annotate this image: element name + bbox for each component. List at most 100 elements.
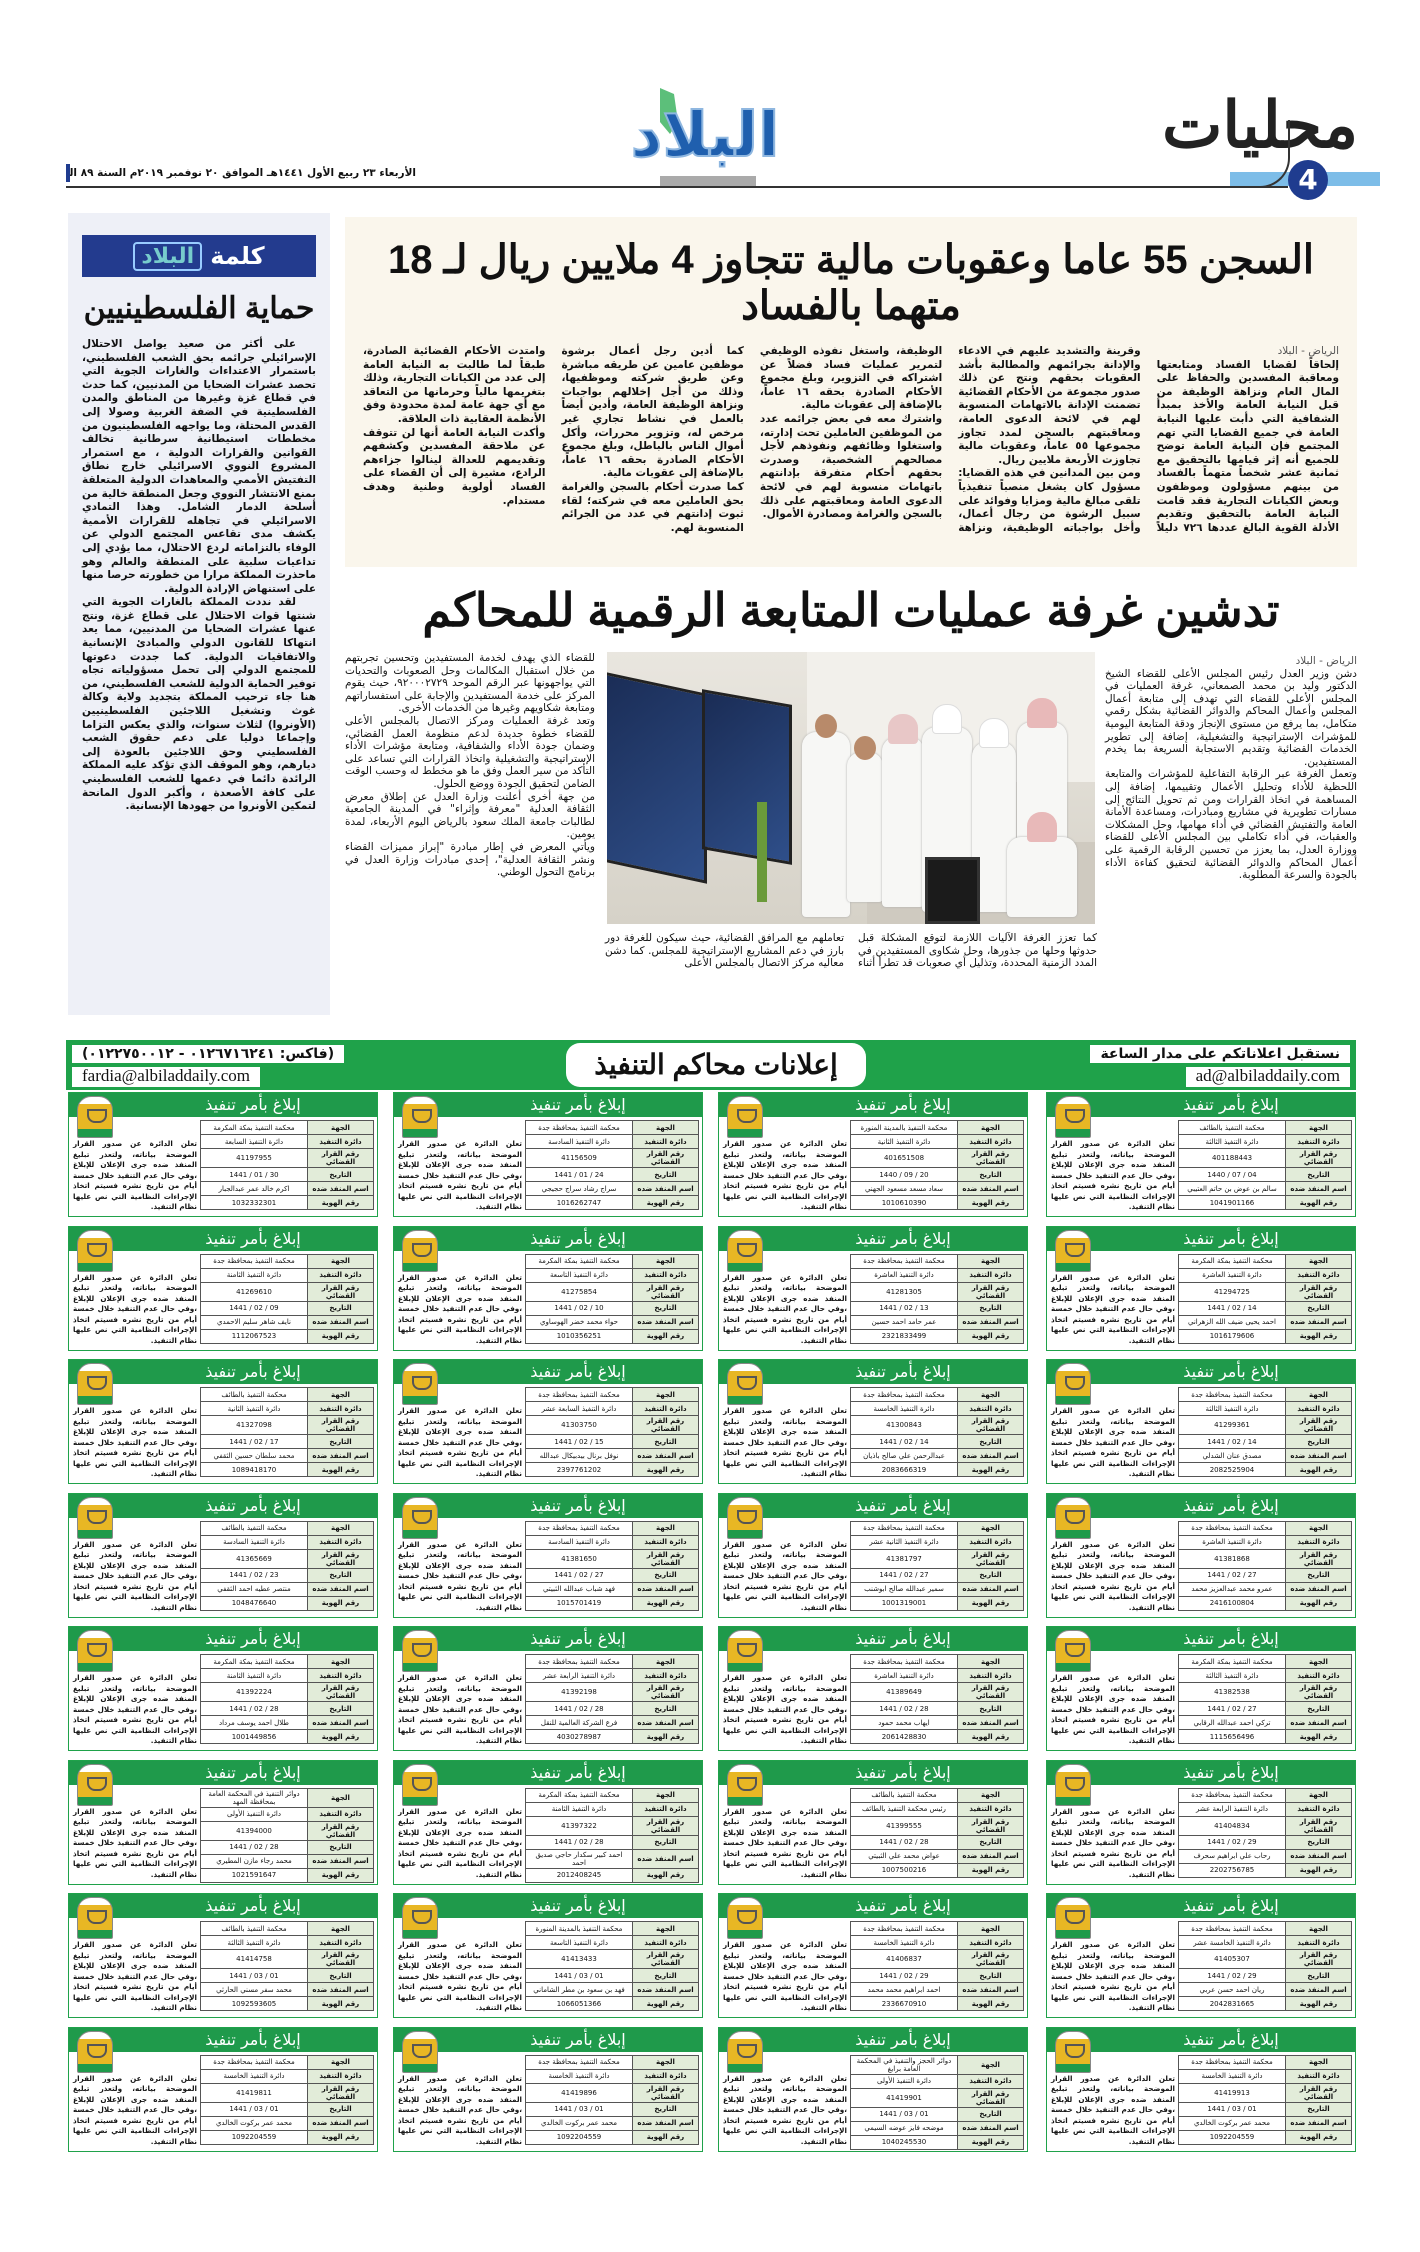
ministry-of-justice-emblem-icon [1055,1897,1091,1939]
field-value-court: محكمة التنفيذ بالطائف [1178,1120,1286,1135]
field-label: التاريخ [957,1968,1024,1983]
field-label: اسم المنفذ ضده [957,1848,1024,1864]
field-value-date: 14 / 02 / 1441 [850,1434,958,1449]
field-value-date: 28 / 02 / 1441 [525,1701,633,1716]
table-row: التاريخ 01 / 03 / 1441 [525,1968,699,1983]
field-value-circuit: دائرة التنفيذ الثامنة [200,1267,308,1283]
field-value-court: محكمة التنفيذ بمكة المكرمة [1178,1253,1286,1269]
field-value-circuit: دائرة التنفيذ السادسة [525,1534,633,1550]
field-label: رقم الهوية [307,1867,374,1883]
ministry-of-justice-emblem-icon [402,1897,438,1939]
field-label: رقم الهوية [307,1328,374,1344]
card-title: إبلاغ بأمر تنفيذ [719,1760,1027,1785]
table-row: اسم المنفذ ضده عمرو محمد عبدالعزيز محمد [1178,1581,1352,1597]
table-row: اسم المنفذ ضده ايهاب محمد حمود [850,1715,1024,1730]
field-value-court: محكمة التنفيذ بمكة المكرمة [200,1120,308,1135]
table-row: الجهة محكمة التنفيذ بمحافظة جدة [200,2054,374,2070]
notice-text: تعلن الدائرة عن صدور القرار الموضحة بيان… [398,1539,522,1612]
field-value-id: 1001449856 [200,1729,308,1744]
notice-text: تعلن الدائرة عن صدور القرار الموضحة بيان… [398,1272,522,1345]
field-label: التاريخ [307,1300,374,1316]
table-row: رقم القرار القضائي 41381868 [1178,1548,1352,1569]
field-label: اسم المنفذ ضده [307,1982,374,1997]
table-row: اسم المنفذ ضده محمد عمر بركوت الخالدي [1178,2115,1352,2131]
table-row: التاريخ 28 / 02 / 1441 [850,1834,1024,1850]
field-value-name: فهد شباب عبدالله الثبيتي [525,1581,633,1597]
field-label: رقم الهوية [1285,1729,1352,1744]
field-label: رقم القرار القضائي [632,1949,699,1969]
field-value-case-no: 41381868 [1178,1548,1286,1569]
table-row: التاريخ 14 / 02 / 1441 [1178,1434,1352,1449]
field-value-circuit: دائرة التنفيذ الثانية [850,1134,958,1149]
table-row: التاريخ 15 / 02 / 1441 [525,1434,699,1449]
field-label: التاريخ [957,1567,1024,1583]
article-headline: السجن 55 عاما وعقوبات مالية تتجاوز 4 ملا… [387,238,1315,328]
notice-text: تعلن الدائرة عن صدور القرار الموضحة بيان… [1051,1673,1175,1745]
ministry-of-justice-emblem-icon [1055,1496,1091,1539]
court-notice-card: إبلاغ بأمر تنفيذ الجهة محكمة التنفيذ بمحا… [718,1492,1028,1618]
notice-text: تعلن الدائرة عن صدور القرار الموضحة بيان… [723,2073,847,2146]
card-title: إبلاغ بأمر تنفيذ [1047,1894,1355,1918]
ads-email-link[interactable]: ad@albiladdaily.com [1185,1067,1350,1087]
notice-details-table: الجهة محكمة التنفيذ بمحافظة جدة دائرة التن… [1178,1520,1352,1611]
field-value-name: اكرم خالد عمر عبدالجبار [200,1181,308,1196]
field-value-circuit: دائرة التنفيذ الخامسة [200,2068,308,2084]
ads-fax-email-link[interactable]: fardia@albiladdaily.com [72,1067,260,1087]
notice-details-table: الجهة محكمة التنفيذ بالمدينة المنورة دائرة… [850,1120,1024,1210]
table-row: اسم المنفذ ضده منتصر عطيه احمد الثقفي [200,1581,374,1597]
field-value-name: محمد سفر مسني الحارثي [200,1982,308,1997]
field-value-case-no: 41381797 [850,1548,958,1569]
field-label: الجهة [307,1520,374,1536]
notice-text: تعلن الدائرة عن صدور القرار الموضحة بيان… [73,1139,197,1211]
field-label: الجهة [307,1253,374,1269]
field-label: الجهة [1285,1921,1352,1936]
table-row: رقم الهوية 1092593605 [200,1996,374,2011]
table-row: الجهة محكمة التنفيذ بمكة المكرمة [525,1787,699,1803]
field-value-id: 1016262747 [525,1195,633,1210]
table-row: رقم الهوية 2061428830 [850,1729,1024,1744]
table-row: التاريخ 27 / 02 / 1441 [850,1567,1024,1583]
field-value-circuit: دائرة التنفيذ التاسعة [525,1935,633,1950]
table-row: اسم المنفذ ضده اكرم خالد عمر عبدالجبار [200,1181,374,1196]
field-label: التاريخ [957,1701,1024,1716]
table-row: الجهة محكمة التنفيذ بمكة المكرمة [200,1654,374,1669]
table-row: اسم المنفذ ضده طلال احمد يوسف مرداد [200,1715,374,1730]
field-value-name: حواء محمد خضر الهوساوي [525,1314,633,1330]
court-notice-card: إبلاغ بأمر تنفيذ الجهة محكمة التنفيذ بمحا… [1046,1759,1356,1885]
notice-details-table: الجهة محكمة التنفيذ بالطائف دائرة التنفيذ د… [200,1387,374,1477]
court-notice-card: إبلاغ بأمر تنفيذ الجهة محكمة التنفيذ بمحا… [718,1359,1028,1484]
field-value-name: سالم بن عوض بن حاتم العتيبي [1178,1181,1286,1196]
field-value-court: محكمة التنفيذ بالمدينة المنورة [525,1921,633,1936]
card-title: إبلاغ بأمر تنفيذ [69,1894,377,1918]
field-value-case-no: 41392224 [200,1682,308,1702]
table-row: اسم المنفذ ضده فهد بن سعود بن مطر الشامان… [525,1982,699,1997]
field-value-circuit: دائرة التنفيذ العاشرة [1178,1534,1286,1550]
field-label: رقم القرار القضائي [957,1815,1024,1836]
notice-text: تعلن الدائرة عن صدور القرار الموضحة بيان… [73,1272,197,1345]
court-notice-card: إبلاغ بأمر تنفيذ الجهة محكمة التنفيذ بالط… [68,1492,378,1618]
table-row: رقم الهوية 1001449856 [200,1729,374,1744]
table-row: دائرة التنفيذ دائرة التنفيذ السادسة [525,1534,699,1550]
table-row: دائرة التنفيذ دائرة التنفيذ الثامنة [525,1801,699,1817]
table-row: دائرة التنفيذ دائرة التنفيذ العاشرة [1178,1267,1352,1283]
field-value-name: محمد سلطان حسين الثقفي [200,1448,308,1463]
table-row: اسم المنفذ ضده محمد عمر بركوت الخالدي [200,2115,374,2131]
field-value-circuit: دائرة التنفيذ الخامسة [850,1935,958,1950]
court-notice-card: إبلاغ بأمر تنفيذ الجهة محكمة التنفيذ بمحا… [68,1225,378,1351]
table-row: دائرة التنفيذ دائرة التنفيذ الثانية [850,1134,1024,1149]
field-label: التاريخ [307,1434,374,1449]
field-value-court: محكمة التنفيذ بمحافظة جدة [525,1120,633,1135]
card-title: إبلاغ بأمر تنفيذ [394,1093,702,1117]
article-body: الرياض - البلاد إلحاقاً لقضايا الفساد وم… [363,345,1339,535]
field-label: دائرة التنفيذ [307,1668,374,1683]
field-value-id: 1066051366 [525,1996,633,2011]
field-value-date: 27 / 02 / 1441 [1178,1567,1286,1583]
notice-details-table: الجهة محكمة التنفيذ بمكة المكرمة دائرة الت… [200,1654,374,1744]
field-label: رقم الهوية [307,2129,374,2145]
field-label: الجهة [1285,1520,1352,1536]
field-value-date: 15 / 02 / 1441 [525,1434,633,1449]
notice-details-table: الجهة محكمة التنفيذ بمحافظة جدة دائرة التن… [525,2054,699,2145]
editorial-column: كلمة البلاد حماية الفلسطينيين على أكثر م… [68,213,330,1015]
field-label: الجهة [632,1654,699,1669]
field-value-date: 23 / 02 / 1441 [200,1567,308,1583]
